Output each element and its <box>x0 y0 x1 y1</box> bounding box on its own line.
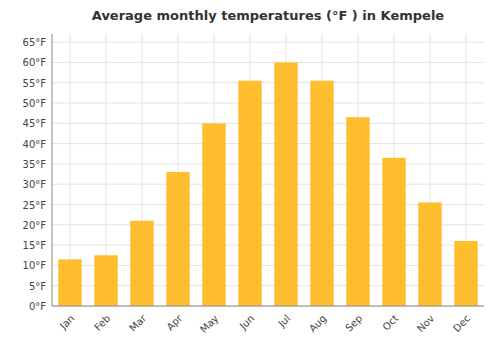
grid-line <box>52 163 484 164</box>
grid-line <box>52 62 484 63</box>
bar <box>58 259 81 306</box>
grid-line <box>52 143 484 144</box>
tick-label: 0°F <box>29 301 46 312</box>
bar <box>130 221 153 306</box>
tick-label: 25°F <box>23 200 47 211</box>
bars <box>58 62 477 306</box>
tick-label: 30°F <box>23 179 47 190</box>
bar <box>454 241 477 306</box>
grid-line <box>52 184 484 185</box>
grid-line <box>52 42 484 43</box>
tick-label: 15°F <box>23 240 47 251</box>
grid-line <box>52 306 484 307</box>
tick-label: Feb <box>92 313 112 333</box>
title: Average monthly temperatures (°F ) in Ke… <box>92 8 445 23</box>
tick-label: Jan <box>57 313 76 332</box>
bar <box>274 62 297 306</box>
tick-label: 5°F <box>29 281 46 292</box>
tick-label: 60°F <box>23 57 47 68</box>
bar <box>94 255 117 306</box>
bar <box>310 81 333 306</box>
tick-label: Sep <box>343 313 364 334</box>
tick-label: 10°F <box>23 260 47 271</box>
tick-label: 40°F <box>23 139 47 150</box>
tick-label: Nov <box>415 313 437 335</box>
tick-label: 55°F <box>23 78 47 89</box>
tick-label: Jul <box>275 313 292 330</box>
axis-line <box>52 34 53 306</box>
grid-line <box>52 82 484 83</box>
grid-line <box>52 123 484 124</box>
tick-label: 35°F <box>23 159 47 170</box>
tick-label: 50°F <box>23 98 47 109</box>
grid-line <box>52 103 484 104</box>
bar <box>202 123 225 306</box>
chart: Average monthly temperatures (°F ) in Ke… <box>0 0 500 350</box>
tick-label: Jun <box>237 313 257 333</box>
y-axis: 0°F 5°F 10°F 15°F 20°F 25°F 30°F 35°F 40°F 45°F 50… <box>23 37 484 312</box>
chart-container: Average monthly temperatures (°F ) in Ke… <box>0 0 500 350</box>
tick-label: Oct <box>380 313 400 333</box>
x-axis: Jan Feb Mar Apr May Jun Jul Aug Sep Oct Nov Dec <box>57 34 472 335</box>
tick-label: May <box>198 313 220 335</box>
tick-label: 45°F <box>23 118 47 129</box>
bar <box>418 202 441 306</box>
tick-label: Dec <box>451 313 472 334</box>
axis-line <box>52 306 484 307</box>
bar <box>238 81 261 306</box>
tick-label: 65°F <box>23 37 47 48</box>
bar <box>166 172 189 306</box>
tick-label: 20°F <box>23 220 47 231</box>
tick-label: Aug <box>307 313 329 335</box>
tick-label: Apr <box>164 312 185 333</box>
tick-label: Mar <box>127 312 149 334</box>
bar <box>346 117 369 306</box>
bar <box>382 158 405 306</box>
